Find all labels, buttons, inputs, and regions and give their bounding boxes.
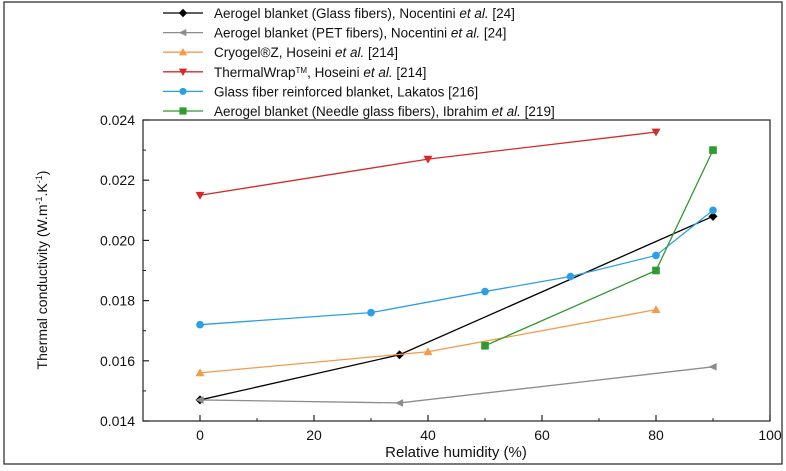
figure-border — [3, 1, 783, 465]
data-point-marker — [651, 128, 661, 137]
data-point-marker — [178, 29, 187, 37]
legend-label-part: [214] — [364, 45, 398, 60]
data-point-marker — [367, 308, 375, 317]
y-tick-label: 0.014 — [100, 413, 135, 429]
legend-item-6: Aerogel blanket (Needle glass fibers), I… — [163, 104, 555, 119]
legend-label: Aerogel blanket (Needle glass fibers), I… — [214, 104, 555, 119]
y-tick-label: 0.024 — [100, 112, 135, 128]
legend-label: Aerogel blanket (PET fibers), Nocentini … — [214, 26, 506, 41]
data-point-marker — [708, 211, 718, 221]
legend-label-part: et al. — [451, 26, 480, 41]
legend-label-part: Cryogel®Z, Hoseini — [214, 45, 335, 60]
y-tick-label: 0.022 — [100, 172, 135, 188]
x-tick-label: 80 — [648, 427, 664, 443]
data-point-marker — [652, 266, 660, 275]
legend-label-part: Aerogel blanket (PET fibers), Nocentini — [214, 26, 451, 41]
legend-label: ThermalWrapTM, Hoseini et al. [214] — [214, 65, 426, 80]
series-line — [484, 149, 714, 347]
y-axis-label: Thermal conductivity (W.m-1.K-1) — [34, 171, 50, 370]
data-point-marker — [178, 8, 188, 18]
legend-label-part: et al. — [459, 6, 488, 21]
legend-label: Cryogel®Z, Hoseini et al. [214] — [214, 45, 398, 60]
data-point-marker — [179, 107, 187, 115]
series-3 — [195, 305, 661, 377]
plot-area — [142, 119, 771, 422]
series-line — [199, 131, 657, 196]
legend-item-4: ThermalWrapTM, Hoseini et al. [214] — [163, 65, 426, 80]
data-point-marker — [481, 287, 489, 296]
legend-item-5: Glass fiber reinforced blanket, Lakatos … — [163, 84, 478, 99]
data-point-marker — [178, 48, 188, 56]
series-layer — [195, 128, 718, 407]
series-4 — [195, 128, 661, 200]
data-point-marker — [195, 191, 205, 200]
legend-label-part: et al. — [492, 104, 521, 119]
legend-label-part: TM — [296, 65, 308, 74]
legend-label: Aerogel blanket (Glass fibers), Nocentin… — [214, 6, 515, 21]
data-point-marker — [709, 146, 717, 154]
legend-label-part: [24] — [480, 26, 506, 41]
legend-label-part: Glass fiber reinforced blanket, Lakatos … — [214, 84, 478, 99]
x-tick-label: 0 — [196, 427, 204, 443]
legend-label-part: Aerogel blanket (Needle glass fibers), I… — [214, 104, 492, 119]
y-tick-label: 0.016 — [100, 353, 135, 369]
legend-label-part: , Hoseini — [307, 65, 363, 80]
legend-label-part: [214] — [393, 65, 427, 80]
series-line — [199, 366, 714, 404]
data-point-marker — [179, 87, 187, 95]
y-axis-label-mid: .K — [34, 183, 50, 197]
series-line — [199, 308, 657, 374]
legend-item-1: Aerogel blanket (Glass fibers), Nocentin… — [163, 6, 515, 21]
legend-item-2: Aerogel blanket (PET fibers), Nocentini … — [163, 26, 506, 41]
legend-label-part: et al. — [363, 65, 392, 80]
legend-label-part: et al. — [335, 45, 364, 60]
legend: Aerogel blanket (Glass fibers), Nocentin… — [163, 6, 555, 119]
data-point-marker — [195, 396, 204, 404]
data-point-marker — [423, 155, 433, 164]
legend-label-part: Aerogel blanket (Glass fibers), Nocentin… — [214, 6, 459, 21]
series-2 — [195, 362, 717, 407]
data-point-marker — [708, 362, 717, 371]
y-tick-label: 0.020 — [100, 232, 135, 248]
legend-item-3: Cryogel®Z, Hoseini et al. [214] — [163, 45, 398, 60]
data-point-marker — [566, 272, 575, 281]
series-6 — [481, 146, 717, 350]
x-tick-label: 40 — [420, 427, 436, 443]
series-5 — [196, 206, 717, 329]
y-axis-label-sup-2: -1 — [34, 175, 44, 183]
legend-label: Glass fiber reinforced blanket, Lakatos … — [214, 84, 478, 99]
data-point-marker — [178, 68, 188, 76]
legend-label-part: [219] — [521, 104, 555, 119]
data-point-marker — [709, 206, 717, 215]
data-point-marker — [651, 305, 661, 314]
data-point-marker — [395, 399, 404, 407]
legend-label-part: [24] — [489, 6, 515, 21]
y-axis-label-main: Thermal conductivity (W.m — [34, 205, 50, 370]
data-point-marker — [195, 368, 205, 377]
y-tick-label: 0.018 — [100, 293, 135, 309]
data-point-marker — [481, 341, 489, 350]
y-axis-label-sup-1: -1 — [34, 196, 44, 204]
data-point-marker — [423, 347, 433, 356]
x-tick-label: 20 — [306, 427, 322, 443]
data-point-marker — [652, 251, 660, 260]
x-tick-label: 60 — [534, 427, 550, 443]
x-tick-label: 100 — [758, 427, 782, 443]
legend-label-part: ThermalWrap — [214, 65, 296, 80]
series-line — [199, 209, 714, 326]
axis-ticks: 0 20 40 60 80 100 0.014 0.016 0.018 0.020 0.022 0.0… — [100, 112, 782, 443]
series-line — [199, 215, 714, 401]
x-axis-label: Relative humidity (%) — [385, 444, 527, 461]
y-axis-label-end: ) — [34, 171, 50, 176]
data-point-marker — [196, 320, 204, 329]
